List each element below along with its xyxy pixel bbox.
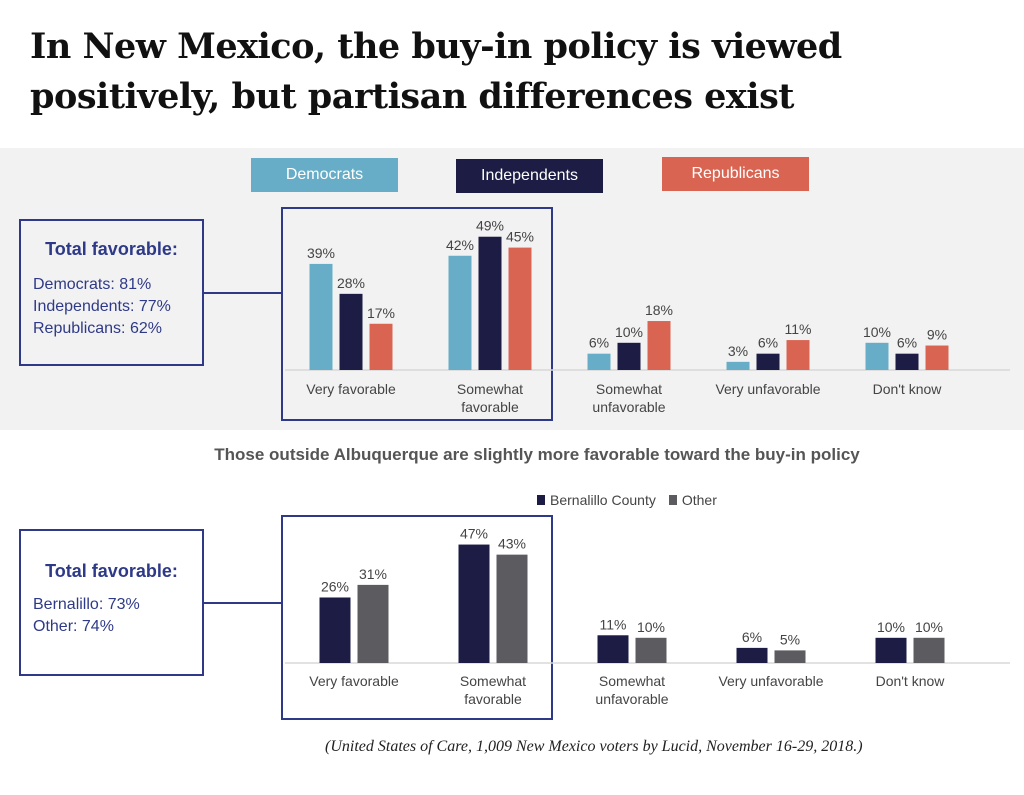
legend-bernalillo: Bernalillo County — [550, 492, 656, 508]
bar — [875, 637, 907, 663]
bar — [478, 236, 502, 370]
category-label: unfavorable — [595, 691, 668, 707]
data-label: 6% — [589, 335, 609, 351]
category-label: Somewhat — [596, 381, 662, 397]
bar — [647, 321, 671, 370]
bar — [339, 293, 363, 370]
legend-swatch-other — [668, 495, 677, 505]
legend-other: Other — [681, 492, 717, 508]
category-label: Somewhat — [599, 673, 665, 689]
category-label: Don't know — [876, 673, 946, 689]
data-label: 17% — [367, 305, 395, 321]
data-label: 45% — [506, 229, 534, 245]
bar — [736, 647, 768, 663]
page-title: In New Mexico, the buy-in policy is view… — [30, 22, 842, 122]
data-label: 31% — [359, 566, 387, 582]
data-label: 6% — [897, 335, 917, 351]
legend-republicans: Republicans — [662, 157, 809, 191]
data-label: 43% — [498, 536, 526, 552]
bar — [309, 263, 333, 370]
callout-line: Bernalillo: 73% — [33, 596, 140, 613]
callout-line: Democrats: 81% — [33, 276, 152, 293]
bar — [448, 255, 472, 370]
data-label: 5% — [780, 631, 800, 647]
bar — [597, 635, 629, 663]
connector-line — [204, 602, 282, 604]
data-label: 10% — [915, 619, 943, 635]
bar — [925, 345, 949, 370]
total-favorable-callout-party: Total favorable: Democrats: 81% Independ… — [19, 219, 204, 366]
bar — [865, 342, 889, 370]
bar — [913, 637, 945, 663]
category-label: Somewhat — [457, 381, 523, 397]
data-label: 11% — [785, 321, 812, 337]
category-label: unfavorable — [592, 399, 665, 415]
total-favorable-callout-region: Total favorable: Bernalillo: 73% Other: … — [19, 529, 204, 676]
data-label: 6% — [742, 629, 762, 645]
favorable-highlight-box — [281, 515, 553, 720]
data-label: 39% — [307, 245, 335, 261]
category-label: Very unfavorable — [715, 381, 820, 397]
data-label: 47% — [460, 526, 488, 542]
data-label: 18% — [645, 302, 673, 318]
legend-region: Bernalillo County Other — [537, 492, 717, 508]
category-label: favorable — [464, 691, 522, 707]
bar — [496, 554, 528, 663]
bar — [369, 323, 393, 370]
callout-line: Independents: 77% — [33, 298, 171, 315]
data-label: 10% — [863, 324, 891, 340]
chart-subtitle: Those outside Albuquerque are slightly m… — [214, 445, 860, 464]
data-label: 42% — [446, 237, 474, 253]
bar — [895, 353, 919, 370]
title-line-2: positively, but partisan differences exi… — [30, 76, 794, 117]
source-footnote: (United States of Care, 1,009 New Mexico… — [325, 738, 863, 755]
category-label: Somewhat — [460, 673, 526, 689]
title-line-1: In New Mexico, the buy-in policy is view… — [30, 26, 842, 67]
data-label: 10% — [637, 619, 665, 635]
category-label: Don't know — [873, 381, 943, 397]
data-label: 10% — [877, 619, 905, 635]
favorable-highlight-box — [281, 207, 553, 421]
bar — [458, 544, 490, 663]
bar — [319, 597, 351, 663]
data-label: 28% — [337, 275, 365, 291]
data-label: 6% — [758, 335, 778, 351]
category-label: Very favorable — [306, 381, 396, 397]
bar — [508, 247, 532, 370]
data-label: 10% — [615, 324, 643, 340]
legend-independents: Independents — [456, 159, 603, 193]
category-label: Very unfavorable — [718, 673, 823, 689]
connector-line — [204, 292, 282, 294]
bar — [786, 340, 810, 370]
callout-heading: Total favorable: — [45, 561, 178, 581]
bar — [617, 342, 641, 370]
legend-swatch-bernalillo — [537, 495, 545, 505]
category-label: favorable — [461, 399, 519, 415]
data-label: 11% — [600, 616, 627, 632]
bar — [774, 650, 806, 663]
bar — [357, 584, 389, 663]
data-label: 3% — [728, 343, 748, 359]
data-label: 9% — [927, 327, 947, 343]
legend-democrats: Democrats — [251, 158, 398, 192]
bar — [635, 637, 667, 663]
callout-heading: Total favorable: — [45, 239, 178, 259]
callout-line: Other: 74% — [33, 618, 114, 635]
data-label: 26% — [321, 578, 349, 594]
bar — [756, 353, 780, 370]
bar — [726, 361, 750, 370]
category-label: Very favorable — [309, 673, 399, 689]
bar — [587, 353, 611, 370]
callout-line: Republicans: 62% — [33, 320, 162, 337]
data-label: 49% — [476, 218, 504, 234]
